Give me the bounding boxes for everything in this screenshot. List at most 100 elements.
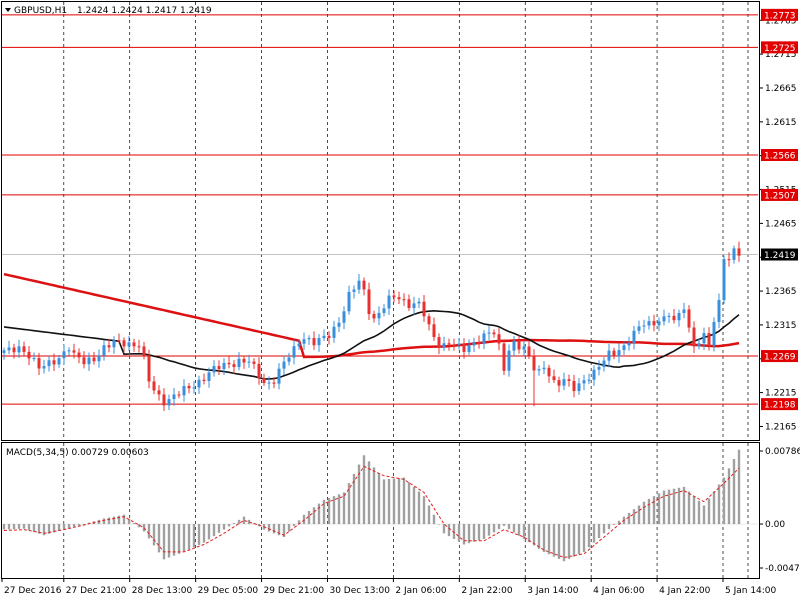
ma-slow-line: [3, 272, 740, 359]
macd-bar: [162, 524, 166, 560]
candle-body: [522, 346, 526, 350]
y-tick-label: 1.2465: [765, 219, 797, 229]
candle-body: [392, 295, 396, 298]
candle-body: [227, 362, 231, 365]
macd-bar: [122, 514, 126, 525]
macd-bar: [652, 496, 656, 525]
candle-body: [597, 366, 601, 370]
macd-bar: [517, 524, 521, 536]
candle-body: [197, 379, 201, 388]
candle-body: [147, 355, 151, 382]
candle-body: [177, 394, 181, 396]
candle-body: [142, 346, 146, 356]
y-tick-label: 1.2715: [765, 50, 797, 60]
candle-body: [302, 339, 306, 344]
candle-body: [402, 299, 406, 301]
horizontal-levels[interactable]: [2, 14, 758, 405]
candle-body: [372, 314, 376, 319]
macd-bar: [737, 449, 741, 525]
macd-bar: [487, 524, 491, 536]
macd-bar: [632, 509, 636, 525]
candle-body: [427, 316, 431, 325]
macd-bar: [52, 524, 56, 533]
macd-bar: [187, 524, 191, 550]
candle-body: [282, 361, 286, 369]
candle-body: [157, 390, 161, 395]
macd-bar: [352, 473, 356, 525]
candle-body: [17, 346, 21, 353]
macd-bar: [672, 488, 676, 525]
macd-bar: [472, 524, 476, 542]
macd-bar: [707, 498, 711, 525]
macd-bar: [627, 512, 631, 525]
candle-body: [492, 332, 496, 335]
candle-body: [217, 366, 221, 370]
macd-bar: [242, 516, 246, 525]
candle-body: [287, 357, 291, 362]
candle-body: [447, 343, 451, 345]
macd-bar: [717, 484, 721, 525]
candle-body: [457, 343, 461, 346]
candle-body: [622, 345, 626, 351]
candle-body: [572, 380, 576, 392]
candle-body: [267, 382, 271, 384]
x-tick-label: 27 Dec 2016: [4, 586, 62, 596]
candle-body: [297, 343, 301, 347]
macd-bar: [462, 524, 466, 545]
macd-bar: [617, 520, 621, 525]
candle-body: [707, 333, 711, 346]
x-tick-label: 29 Dec 05:00: [198, 586, 259, 596]
macd-bar: [197, 524, 201, 545]
macd-bar: [697, 500, 701, 525]
macd-bar: [217, 524, 221, 533]
candle-body: [47, 360, 51, 367]
macd-bar: [637, 505, 641, 525]
candle-body: [27, 351, 31, 359]
level-labels: 1.2773 1.2725 1.2566 1.2507 1.2269 1.2198 1.24…: [761, 8, 798, 411]
macd-panel-frame: [1, 442, 760, 579]
level-tag-label: 1.2773: [764, 11, 796, 21]
candle-body: [587, 379, 591, 381]
level-tag-label: 1.2507: [764, 191, 796, 201]
macd-bar: [607, 524, 611, 530]
candle-body: [642, 325, 646, 327]
candle-body: [362, 280, 366, 290]
level-tag-label: 1.2566: [764, 151, 796, 161]
macd-bar: [152, 524, 156, 546]
macd-signal-path: [3, 465, 740, 559]
y-tick-label: 1.2365: [765, 287, 797, 297]
ma-fast-line: [3, 309, 740, 380]
macd-bar: [457, 524, 461, 542]
macd-bar: [437, 524, 441, 525]
candle-body: [242, 358, 246, 363]
level-tag-label: 1.2198: [764, 401, 796, 411]
x-tick-label: 4 Jan 22:00: [659, 586, 711, 596]
candle-body: [187, 386, 191, 389]
macd-bar: [377, 473, 381, 525]
macd-bar: [292, 524, 296, 526]
macd-tick-label: 0.00786: [765, 447, 800, 457]
candle-body: [387, 295, 391, 309]
macd-bar: [272, 524, 276, 534]
current-price-tag: [761, 248, 798, 261]
candle-body: [657, 321, 661, 326]
moving-averages: [3, 272, 740, 380]
y-tick-label: 1.2215: [765, 389, 797, 399]
macd-bar: [522, 524, 526, 539]
candle-body: [342, 311, 346, 323]
candle-body: [502, 343, 506, 371]
macd-bar: [232, 523, 236, 525]
candle-body: [307, 338, 311, 340]
macd-histogram: [2, 449, 758, 562]
macd-bar: [687, 491, 691, 525]
candle-body: [607, 350, 611, 361]
macd-bar: [312, 507, 316, 525]
candle-body: [422, 301, 426, 317]
price-axis[interactable]: 1.27651.27151.26651.26151.25651.25151.24…: [759, 16, 797, 432]
time-axis[interactable]: 27 Dec 2016 27 Dec 21:00 28 Dec 13:00 29 De…: [1, 578, 777, 596]
dropdown-arrow-icon[interactable]: [5, 8, 11, 12]
macd-bar: [577, 524, 581, 555]
x-tick-label: 2 Jan 06:00: [395, 586, 447, 596]
macd-bar: [107, 517, 111, 525]
